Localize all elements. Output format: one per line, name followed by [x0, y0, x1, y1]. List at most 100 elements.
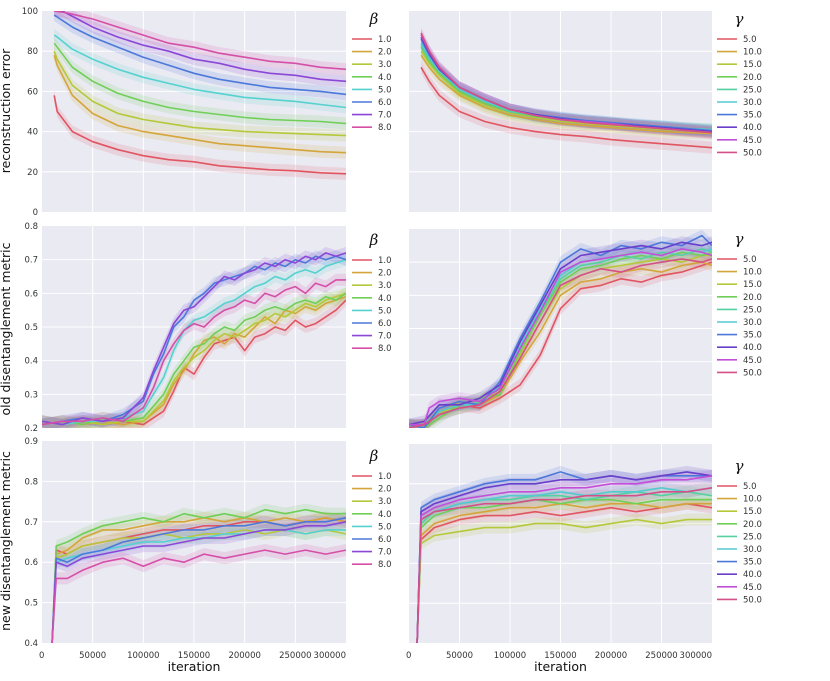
series-band-2-0 [54, 49, 346, 159]
y-axis-label: new disentanglement metric [0, 451, 13, 631]
legend-label-35-0: 35.0 [743, 558, 762, 568]
legend-title: β [369, 231, 379, 249]
series-line-8-0 [54, 11, 346, 71]
series-band-2-0 [52, 511, 346, 643]
series-band-30-0 [421, 37, 712, 136]
legend-label-6-0: 6.0 [378, 319, 392, 329]
y-tick-label: 0.6 [24, 289, 38, 299]
legend-label-7-0: 7.0 [378, 332, 392, 342]
series-band-25-0 [421, 39, 712, 136]
y-axis-label: old disentanglement metric [0, 242, 13, 415]
x-tick-label: 300000 [314, 651, 346, 661]
series-line-50-0 [420, 32, 712, 134]
y-tick-label: 0.6 [24, 558, 38, 568]
x-tick-label: 200000 [595, 651, 627, 661]
legend-title: γ [735, 10, 744, 28]
legend-title: β [369, 447, 379, 465]
legend-label-30-0: 30.0 [743, 98, 762, 108]
x-tick-label: 100000 [494, 651, 526, 661]
x-tick-label: 250000 [645, 651, 677, 661]
chart-beta-reconstruction: 0 20 40 60 80 100 reconstruction error β 1.0 2.0 3… [0, 7, 392, 218]
series-band-2-0 [42, 290, 346, 428]
series-line-50-0 [416, 487, 712, 643]
series-line-2-0 [42, 295, 346, 426]
legend-label-4-0: 4.0 [378, 73, 392, 83]
legend: γ 5.0 10.0 15.0 20.0 25.0 30.0 35.0 40.0 45.0 50.0 [717, 10, 762, 158]
series-line-15-0 [420, 50, 712, 133]
legend-label-4-0: 4.0 [378, 510, 392, 520]
legend-label-10-0: 10.0 [743, 268, 762, 278]
legend-label-4-0: 4.0 [378, 294, 392, 304]
legend-label-25-0: 25.0 [743, 305, 762, 315]
y-tick-label: 0.8 [24, 222, 38, 232]
series-line-1-0 [53, 95, 346, 175]
series-band-4-0 [52, 503, 346, 643]
legend-label-50-0: 50.0 [743, 595, 762, 605]
legend-label-6-0: 6.0 [378, 98, 392, 108]
series-band-8-0 [42, 273, 346, 428]
series-band-3-0 [54, 45, 346, 142]
y-axis-label: reconstruction error [0, 48, 13, 173]
series-line-5-0 [51, 529, 346, 643]
series-band-7-0 [54, 11, 346, 88]
y-tick-label: 0.5 [24, 323, 38, 333]
x-tick-label: 0 [406, 651, 411, 661]
series-line-2-0 [53, 54, 346, 154]
legend-title: γ [735, 230, 744, 248]
legend-label-15-0: 15.0 [743, 280, 762, 290]
x-tick-label: 50000 [446, 651, 473, 661]
legend-label-40-0: 40.0 [743, 123, 762, 133]
series-line-6-0 [53, 14, 346, 96]
y-tick-label: 0.3 [24, 390, 38, 400]
legend-label-30-0: 30.0 [743, 545, 762, 555]
series-line-20-0 [409, 251, 712, 428]
legend-label-7-0: 7.0 [378, 548, 392, 558]
series-line-8-0 [42, 279, 346, 426]
series-band-40-0 [421, 31, 712, 138]
legend-label-25-0: 25.0 [743, 85, 762, 95]
legend-label-10-0: 10.0 [743, 495, 762, 505]
series-band-3-0 [52, 523, 346, 643]
legend: γ 5.0 10.0 15.0 20.0 25.0 30.0 35.0 40.0 45.0 50.0 [717, 230, 762, 378]
legend-label-8-0: 8.0 [378, 123, 392, 133]
legend-title: γ [735, 457, 744, 475]
series-line-3-0 [53, 50, 346, 137]
series-band-6-0 [52, 511, 346, 643]
legend-label-3-0: 3.0 [378, 497, 392, 507]
y-tick-label: 0.9 [24, 437, 38, 447]
y-tick-label: 0.5 [24, 599, 38, 609]
x-axis-label: iteration [168, 659, 221, 674]
series-band-35-0 [421, 33, 712, 137]
series-line-7-0 [51, 521, 346, 643]
series-line-5-0 [420, 66, 712, 149]
x-axis-label: iteration [534, 659, 587, 674]
series-band-1-0 [52, 511, 346, 643]
legend-label-45-0: 45.0 [743, 136, 762, 146]
x-tick-label: 300000 [680, 651, 712, 661]
legend-label-2-0: 2.0 [378, 48, 392, 58]
chart-beta-old-metric: 0.2 0.3 0.4 0.5 0.6 0.7 0.8 old disentanglement… [0, 222, 392, 434]
series-band-1-0 [42, 294, 346, 428]
legend-label-15-0: 15.0 [743, 507, 762, 517]
series-line-45-0 [416, 475, 712, 643]
series-band-1-0 [54, 89, 346, 180]
legend: β 1.0 2.0 3.0 4.0 5.0 6.0 7.0 8.0 [352, 447, 392, 570]
legend-label-7-0: 7.0 [378, 111, 392, 121]
legend-label-1-0: 1.0 [378, 472, 392, 482]
legend-label-6-0: 6.0 [378, 535, 392, 545]
series-line-6-0 [51, 517, 346, 643]
x-tick-label: 250000 [279, 651, 311, 661]
legend-label-20-0: 20.0 [743, 293, 762, 303]
series-line-40-0 [416, 471, 712, 643]
series-line-10-0 [409, 261, 712, 426]
legend-label-5-0: 5.0 [743, 35, 757, 45]
legend-label-25-0: 25.0 [743, 532, 762, 542]
series-band-5-0 [42, 253, 346, 428]
legend: β 1.0 2.0 3.0 4.0 5.0 6.0 7.0 8.0 [352, 231, 392, 354]
series-line-7-0 [42, 252, 346, 426]
legend-label-15-0: 15.0 [743, 60, 762, 70]
legend-label-45-0: 45.0 [743, 583, 762, 593]
series-band-20-0 [417, 493, 712, 643]
legend-label-8-0: 8.0 [378, 560, 392, 570]
series-band-4-0 [42, 287, 346, 428]
